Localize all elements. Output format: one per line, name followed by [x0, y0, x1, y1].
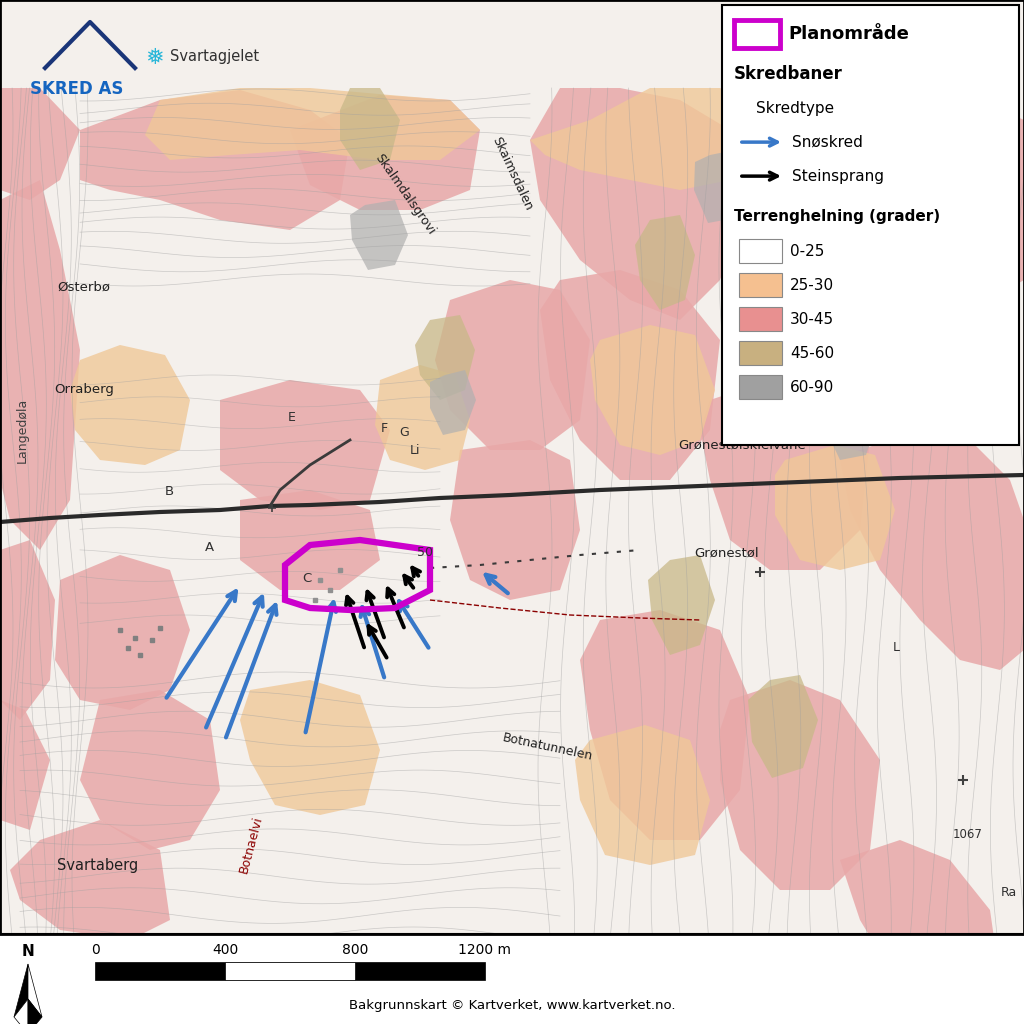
Polygon shape — [80, 690, 220, 850]
Polygon shape — [840, 430, 1024, 670]
Polygon shape — [850, 88, 1024, 300]
Text: F: F — [381, 422, 387, 434]
Text: 1200 m: 1200 m — [459, 943, 512, 957]
Text: 800: 800 — [342, 943, 369, 957]
Text: Botnaelvi: Botnaelvi — [237, 815, 265, 874]
Text: C: C — [302, 572, 312, 585]
Polygon shape — [415, 315, 475, 400]
Text: B: B — [165, 485, 173, 498]
Text: 50: 50 — [417, 547, 433, 559]
Text: Skredbaner: Skredbaner — [734, 66, 843, 83]
Polygon shape — [0, 88, 80, 200]
Polygon shape — [840, 840, 1000, 1010]
Text: 60-90: 60-90 — [790, 380, 835, 394]
Polygon shape — [720, 88, 920, 370]
Bar — [739, 375, 782, 399]
Text: Steinsprang: Steinsprang — [792, 169, 884, 183]
Polygon shape — [0, 700, 50, 830]
Polygon shape — [694, 150, 748, 223]
Text: Langedøla: Langedøla — [16, 397, 29, 463]
Polygon shape — [375, 365, 470, 470]
Polygon shape — [14, 964, 28, 1017]
Polygon shape — [220, 380, 390, 510]
Text: L: L — [893, 641, 899, 653]
Text: Planområde: Planområde — [787, 26, 908, 43]
Text: Svartaberg: Svartaberg — [56, 858, 138, 872]
Text: Svartagjelet: Svartagjelet — [170, 49, 260, 63]
Bar — [95, 962, 485, 980]
Polygon shape — [720, 680, 880, 890]
Bar — [739, 307, 782, 331]
Text: Grønestølskleivane: Grønestølskleivane — [679, 439, 806, 452]
Text: Bakgrunnskart © Kartverket, www.kartverket.no.: Bakgrunnskart © Kartverket, www.kartverk… — [349, 999, 675, 1012]
Text: Skaimsdalen: Skaimsdalen — [489, 135, 535, 213]
Polygon shape — [785, 295, 850, 395]
Text: 45-60: 45-60 — [790, 346, 834, 360]
Text: Snøskred: Snøskred — [792, 134, 863, 150]
Polygon shape — [825, 385, 878, 460]
Polygon shape — [700, 380, 870, 570]
Text: A: A — [206, 542, 214, 554]
Text: Østerbø: Østerbø — [57, 281, 111, 293]
Text: 25-30: 25-30 — [790, 278, 834, 293]
Polygon shape — [435, 280, 590, 450]
Text: Li: Li — [410, 444, 420, 457]
Text: E: E — [288, 412, 296, 424]
Text: 0: 0 — [91, 943, 99, 957]
Polygon shape — [580, 610, 750, 840]
Text: Grønestøl: Grønestøl — [694, 547, 760, 559]
Text: 0-25: 0-25 — [790, 244, 824, 259]
Polygon shape — [14, 999, 28, 1024]
Polygon shape — [240, 490, 380, 590]
Polygon shape — [350, 200, 408, 270]
Polygon shape — [28, 964, 42, 1017]
Bar — [0, 934, 1024, 1024]
Polygon shape — [748, 675, 818, 778]
Polygon shape — [0, 540, 55, 720]
Polygon shape — [590, 325, 715, 455]
Polygon shape — [635, 215, 695, 310]
Text: Botnatunnelen: Botnatunnelen — [502, 731, 594, 764]
Polygon shape — [145, 88, 480, 160]
Text: G: G — [399, 426, 410, 438]
Text: Terrenghelning (grader): Terrenghelning (grader) — [734, 209, 940, 224]
Polygon shape — [28, 999, 42, 1024]
Polygon shape — [80, 90, 350, 230]
Polygon shape — [55, 555, 190, 710]
Polygon shape — [530, 88, 750, 319]
Text: 1218: 1218 — [748, 429, 778, 441]
Polygon shape — [70, 345, 190, 465]
Bar — [722, 5, 1019, 445]
Polygon shape — [540, 270, 720, 480]
Polygon shape — [775, 445, 895, 570]
Bar — [739, 341, 782, 366]
Polygon shape — [575, 725, 710, 865]
Text: Orraberg: Orraberg — [54, 383, 114, 395]
Bar — [0, 934, 1024, 1024]
Text: Ra: Ra — [1000, 887, 1017, 899]
Polygon shape — [240, 680, 380, 815]
Bar — [734, 20, 780, 48]
Polygon shape — [648, 555, 715, 655]
Text: 400: 400 — [212, 943, 239, 957]
Text: 30-45: 30-45 — [790, 311, 834, 327]
Text: SKRED AS: SKRED AS — [30, 80, 123, 98]
Polygon shape — [10, 820, 170, 940]
Text: 1067: 1067 — [952, 828, 983, 841]
Polygon shape — [430, 370, 476, 435]
Polygon shape — [915, 305, 978, 420]
Bar — [739, 273, 782, 297]
Text: N: N — [22, 944, 35, 959]
Polygon shape — [340, 88, 400, 170]
Polygon shape — [530, 88, 750, 190]
Polygon shape — [450, 440, 580, 600]
Bar — [225, 962, 355, 980]
Polygon shape — [290, 95, 480, 210]
Text: Skalmdalsgrovi: Skalmdalsgrovi — [372, 152, 437, 238]
Polygon shape — [0, 180, 80, 550]
Text: ❅: ❅ — [145, 48, 164, 68]
Text: Skredtype: Skredtype — [756, 101, 834, 116]
Bar — [739, 240, 782, 263]
